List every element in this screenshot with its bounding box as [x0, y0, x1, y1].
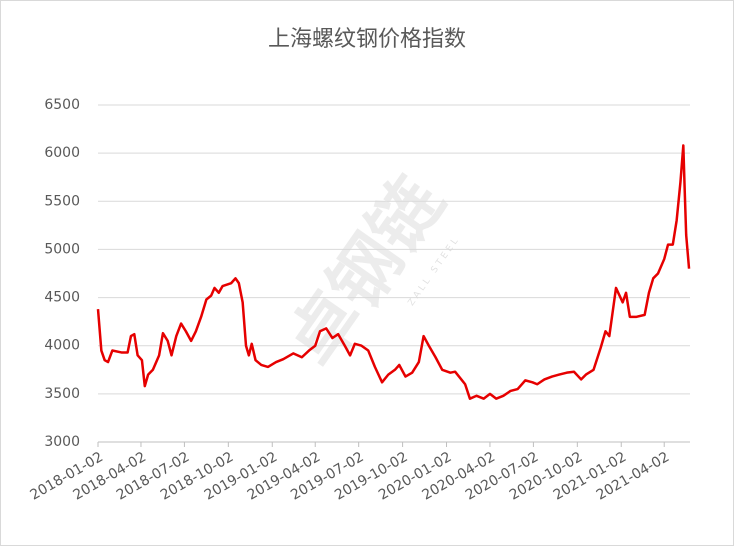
y-tick-label: 5000: [44, 241, 80, 257]
y-tick-label: 4500: [44, 290, 80, 306]
y-tick-label: 3000: [44, 434, 80, 450]
chart-title: 上海螺纹钢价格指数: [268, 27, 466, 52]
y-tick-label: 5500: [44, 193, 80, 209]
y-tick-label: 4000: [44, 338, 80, 354]
y-tick-label: 6000: [44, 145, 80, 161]
y-tick-label: 6500: [44, 97, 80, 113]
y-tick-label: 3500: [44, 386, 80, 402]
line-series: [96, 144, 691, 400]
